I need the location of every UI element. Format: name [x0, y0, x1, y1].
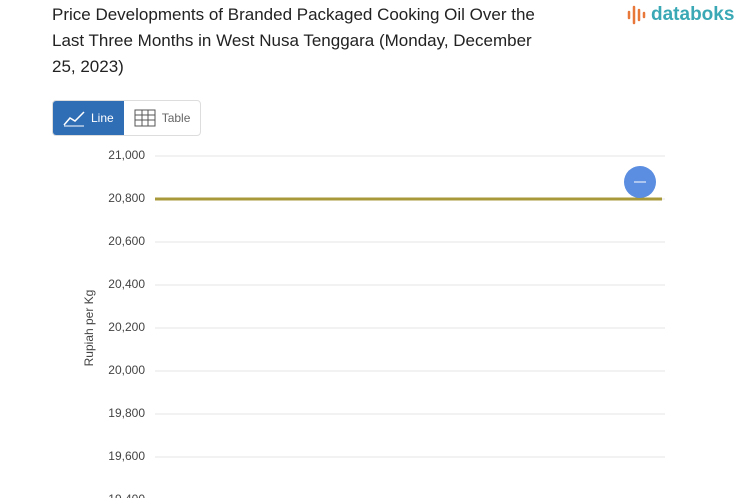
view-toggle: Line Table [52, 100, 202, 136]
y-tick-label: 20,800 [108, 191, 145, 205]
chart-title: Price Developments of Branded Packaged C… [52, 5, 535, 76]
logo-icon [627, 5, 646, 25]
button-label: Line [91, 111, 114, 125]
y-tick-label: 19,600 [108, 449, 145, 463]
logo: databoks [626, 4, 734, 26]
line-icon [63, 111, 85, 127]
y-axis-label: Rupiah per Kg [82, 290, 96, 367]
button-label: Table [161, 111, 191, 125]
y-tick-label: 20,600 [108, 234, 145, 248]
y-tick-label: 20,200 [108, 320, 145, 334]
y-tick-label: 20,000 [108, 363, 145, 377]
y-tick-label: 19,800 [108, 406, 145, 420]
table-icon [134, 109, 156, 127]
y-tick-label: 20,400 [108, 277, 145, 291]
y-tick-label: 21,000 [108, 148, 145, 162]
logo-text: databoks [651, 4, 735, 25]
y-tick-label: 19,400 [108, 492, 145, 498]
table-button[interactable]: Table [124, 101, 201, 135]
line-button[interactable]: Line [53, 101, 124, 135]
